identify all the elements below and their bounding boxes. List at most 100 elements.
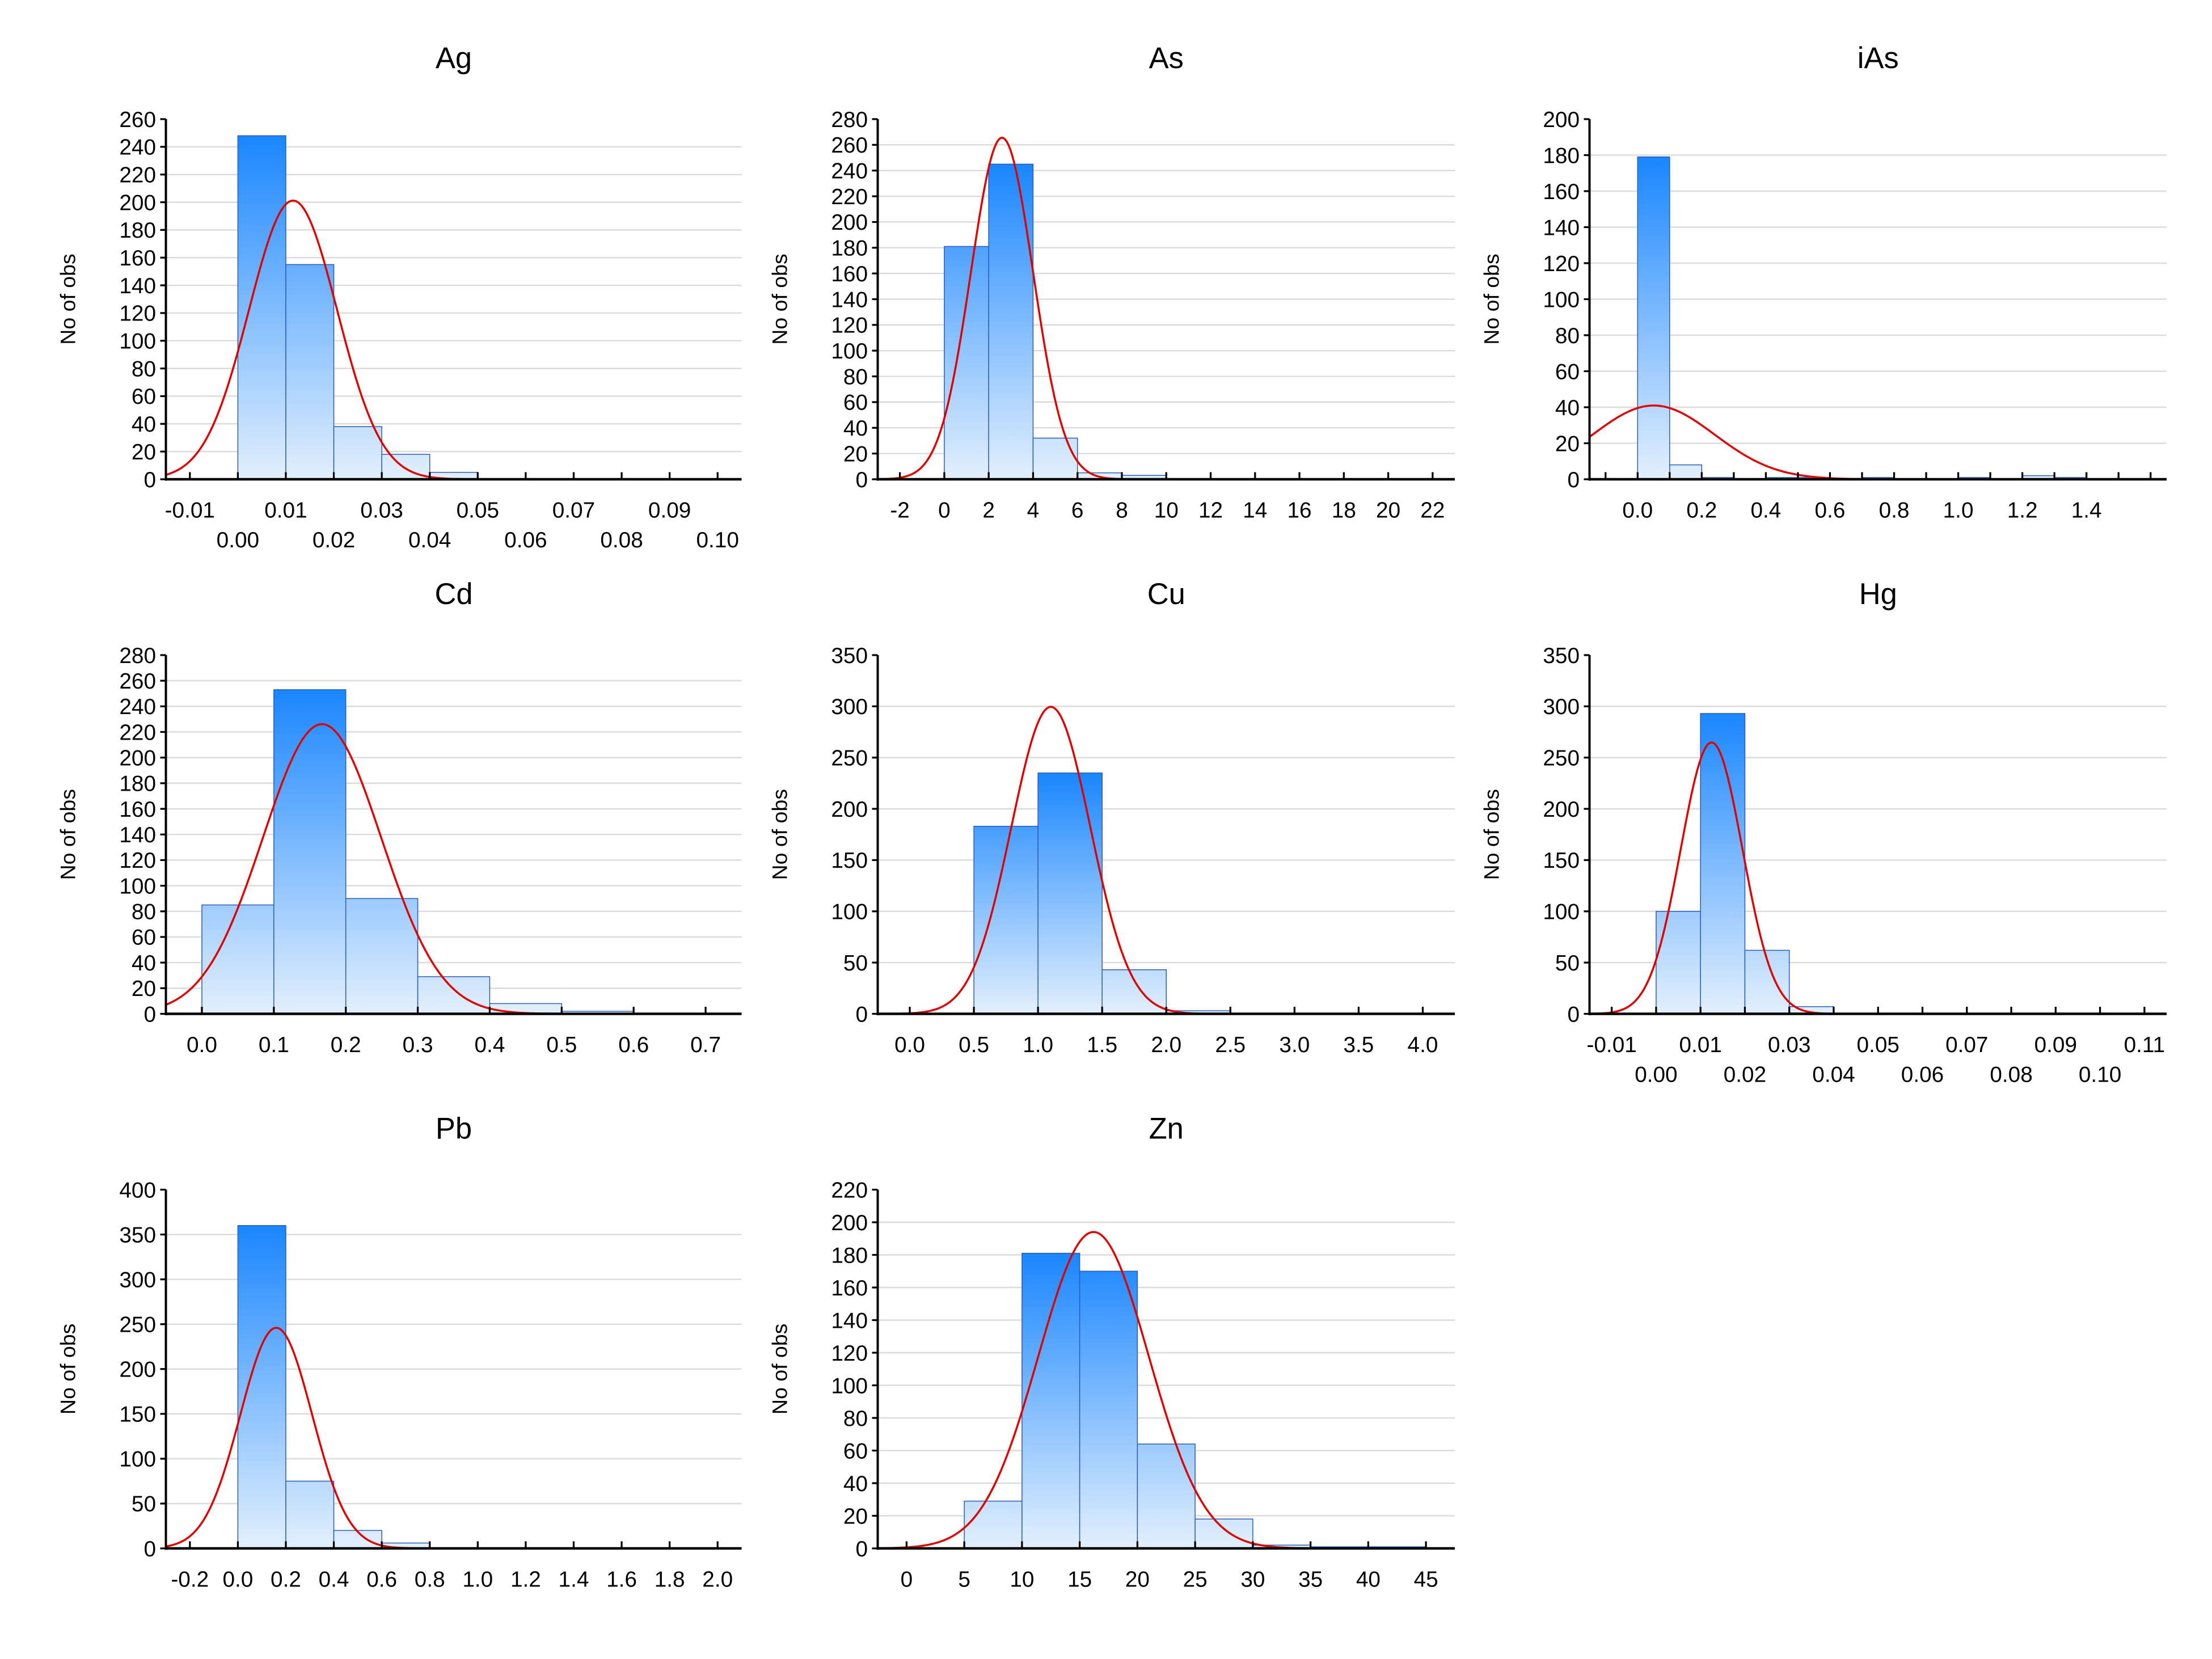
x-tick-label: 0.3 (403, 1033, 433, 1057)
histogram-bar (964, 1500, 1023, 1549)
y-tick-label: 200 (831, 1211, 868, 1235)
x-tick-label: 0.00 (1635, 1063, 1677, 1087)
x-tick-label: 0.04 (1812, 1063, 1855, 1087)
y-tick-label: 100 (1543, 900, 1580, 925)
x-tick-label: 10 (1154, 499, 1179, 523)
x-tick-label: 20 (1376, 499, 1400, 523)
x-tick-label: 18 (1332, 499, 1356, 523)
x-tick-label: 4.0 (1408, 1033, 1438, 1057)
histogram-panel-cu: Cu No of obs 0 50 100 150 200 250 300 350 0.0 0.5 1.… (768, 577, 1455, 1057)
y-tick-label: 0 (143, 1537, 156, 1561)
histogram-bar (1669, 464, 1703, 480)
y-tick-label: 300 (1543, 695, 1580, 719)
x-tick-label: 0.5 (959, 1033, 989, 1057)
y-tick-label: 60 (843, 1439, 868, 1463)
x-tick-label: -0.01 (1586, 1033, 1636, 1057)
x-tick-label: 0.05 (1857, 1033, 1899, 1057)
y-tick-label: 40 (843, 416, 868, 441)
chart-title: Zn (1149, 1112, 1184, 1146)
x-tick-label: 40 (1356, 1568, 1381, 1592)
x-tick-label: 20 (1125, 1568, 1150, 1592)
y-tick-label: 350 (831, 644, 868, 668)
y-tick-label: 40 (132, 951, 156, 976)
y-tick-label: 120 (119, 302, 156, 326)
y-tick-label: 60 (1555, 360, 1580, 384)
histogram-bar (1637, 156, 1670, 480)
y-tick-label: 250 (119, 1312, 156, 1337)
y-tick-label: 200 (1543, 797, 1580, 822)
y-tick-label: 220 (831, 185, 868, 209)
y-tick-label: 350 (119, 1223, 156, 1247)
y-tick-label: 200 (1543, 108, 1580, 132)
x-tick-label: 8 (1116, 499, 1128, 523)
y-tick-label: 260 (119, 669, 156, 694)
x-tick-label: 0.0 (187, 1033, 217, 1057)
y-tick-label: 20 (843, 1504, 868, 1529)
x-tick-label: 0.00 (217, 528, 259, 552)
chart-title: Cd (434, 577, 472, 611)
y-tick-label: 0 (1567, 1002, 1580, 1027)
y-tick-label: 20 (132, 440, 156, 465)
y-tick-label: 100 (1543, 288, 1580, 312)
x-tick-label: 0.03 (360, 499, 403, 523)
x-tick-label: 0.7 (690, 1033, 721, 1057)
histogram-panel-pb: Pb No of obs 0 50 100 150 200 250 300 350 400 -0.2 0… (56, 1112, 742, 1592)
histogram-bar (1137, 1443, 1196, 1549)
x-tick-label: 0 (938, 499, 951, 523)
x-tick-label: 0.4 (1750, 499, 1781, 523)
x-tick-label: 0.2 (331, 1033, 361, 1057)
y-tick-label: 120 (831, 314, 868, 338)
y-tick-label: 60 (132, 385, 156, 409)
x-tick-label: 0.03 (1768, 1033, 1810, 1057)
x-tick-label: 1.0 (462, 1568, 493, 1592)
y-tick-label: 200 (831, 797, 868, 822)
x-tick-label: 0.01 (1679, 1033, 1721, 1057)
y-tick-label: 220 (119, 720, 156, 745)
x-tick-label: 0.2 (1686, 499, 1717, 523)
x-tick-label: 2.0 (702, 1568, 733, 1592)
histogram-bar (417, 976, 491, 1015)
x-tick-label: 0.4 (475, 1033, 505, 1057)
y-tick-label: 240 (119, 136, 156, 160)
histogram-bar (1656, 911, 1701, 1015)
chart-title: As (1149, 41, 1184, 75)
x-tick-label: 0.04 (408, 528, 451, 552)
y-tick-label: 40 (132, 412, 156, 437)
x-tick-label: 14 (1243, 499, 1267, 523)
y-tick-label: 240 (119, 695, 156, 719)
x-tick-label: 1.5 (1087, 1033, 1117, 1057)
histogram-bar (1021, 1252, 1080, 1549)
y-tick-label: 20 (843, 442, 868, 466)
y-tick-label: 140 (831, 288, 868, 312)
x-tick-label: 3.0 (1279, 1033, 1310, 1057)
y-tick-label: 350 (1543, 644, 1580, 668)
x-tick-label: 4 (1027, 499, 1040, 523)
y-tick-label: 280 (831, 108, 868, 132)
y-axis-label: No of obs (768, 789, 792, 880)
histogram-bar (1037, 772, 1103, 1015)
y-tick-label: 260 (831, 133, 868, 158)
x-tick-label: 1.8 (655, 1568, 685, 1592)
x-tick-label: 1.6 (606, 1568, 637, 1592)
chart-title: Cu (1147, 577, 1185, 611)
y-axis-label: No of obs (768, 1323, 792, 1415)
y-axis-label: No of obs (56, 789, 80, 880)
y-tick-label: 200 (119, 746, 156, 770)
histogram-bar (333, 426, 382, 480)
x-tick-label: 2 (982, 499, 995, 523)
chart-title: Hg (1859, 577, 1897, 611)
y-tick-label: 80 (1555, 324, 1580, 348)
histogram-bar (273, 689, 347, 1015)
x-tick-label: 0.0 (222, 1568, 253, 1592)
y-tick-label: 80 (132, 357, 156, 381)
x-tick-label: 25 (1183, 1568, 1208, 1592)
x-tick-label: 0.2 (271, 1568, 301, 1592)
y-tick-label: 180 (119, 218, 156, 243)
y-tick-label: 160 (1543, 180, 1580, 204)
y-tick-label: 100 (831, 900, 868, 925)
y-tick-label: 260 (119, 108, 156, 132)
y-tick-label: 180 (119, 772, 156, 796)
histogram-bar (237, 1225, 286, 1549)
